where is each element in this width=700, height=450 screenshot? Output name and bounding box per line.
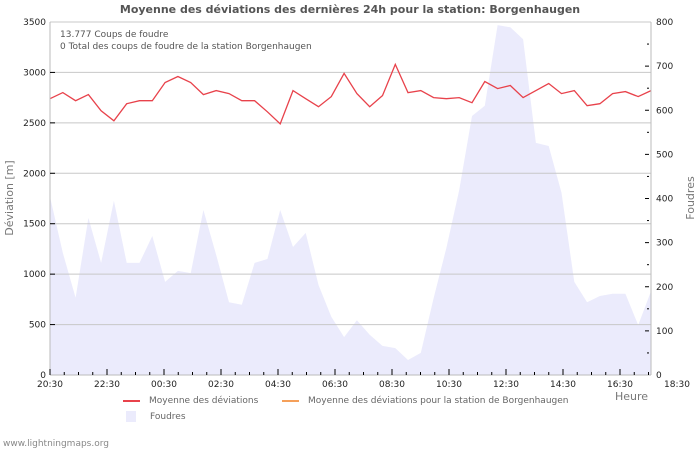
svg-text:1500: 1500	[23, 220, 46, 230]
svg-text:10:30: 10:30	[436, 380, 462, 390]
station-total-info: 0 Total des coups de foudre de la statio…	[60, 42, 312, 52]
svg-text:2000: 2000	[23, 169, 46, 179]
svg-text:0: 0	[40, 371, 46, 381]
svg-text:22:30: 22:30	[94, 380, 120, 390]
svg-text:700: 700	[656, 62, 673, 72]
svg-text:14:30: 14:30	[550, 380, 576, 390]
svg-text:500: 500	[656, 150, 673, 160]
svg-text:600: 600	[656, 106, 673, 116]
svg-text:1000: 1000	[23, 270, 46, 280]
x-axis-title: Heure	[614, 390, 648, 403]
svg-text:0: 0	[656, 371, 662, 381]
svg-text:20:30: 20:30	[37, 380, 63, 390]
svg-text:100: 100	[656, 327, 673, 337]
legend-swatch-red-line	[123, 399, 140, 402]
y2-axis-title: Foudres	[684, 176, 697, 220]
svg-text:3000: 3000	[23, 68, 46, 78]
svg-text:08:30: 08:30	[379, 380, 405, 390]
legend-item-deviation: Moyenne des déviations	[123, 396, 258, 406]
strike-count-info: 13.777 Coups de foudre	[60, 30, 169, 40]
svg-text:3500: 3500	[23, 18, 46, 28]
legend-swatch-orange-line	[282, 399, 299, 402]
legend-label: Moyenne des déviations	[149, 396, 259, 406]
svg-text:04:30: 04:30	[265, 380, 291, 390]
svg-text:02:30: 02:30	[208, 380, 234, 390]
legend-label: Moyenne des déviations pour la station d…	[308, 396, 569, 406]
footer-credit: www.lightningmaps.org	[3, 439, 109, 449]
svg-text:200: 200	[656, 283, 673, 293]
svg-text:300: 300	[656, 239, 673, 249]
legend-label: Foudres	[150, 412, 186, 422]
foudres-area	[50, 25, 651, 375]
svg-text:18:30: 18:30	[664, 380, 690, 390]
legend-swatch-area	[126, 411, 136, 422]
svg-text:500: 500	[29, 321, 46, 331]
svg-text:06:30: 06:30	[322, 380, 348, 390]
svg-text:800: 800	[656, 18, 673, 28]
y-axis-title: Déviation [m]	[3, 160, 16, 235]
legend-item-station-deviation: Moyenne des déviations pour la station d…	[282, 396, 568, 406]
deviation-line	[49, 62, 652, 126]
svg-text:16:30: 16:30	[607, 380, 633, 390]
chart-title: Moyenne des déviations des dernières 24h…	[119, 3, 581, 16]
svg-text:400: 400	[656, 195, 673, 205]
axes: 0 500 1000 1500 2000 2500 3000 3500 0 100 200 300 40…	[23, 18, 690, 390]
legend-item-foudres: Foudres	[123, 411, 186, 422]
svg-text:12:30: 12:30	[493, 380, 519, 390]
svg-text:00:30: 00:30	[151, 380, 177, 390]
svg-text:2500: 2500	[23, 119, 46, 129]
